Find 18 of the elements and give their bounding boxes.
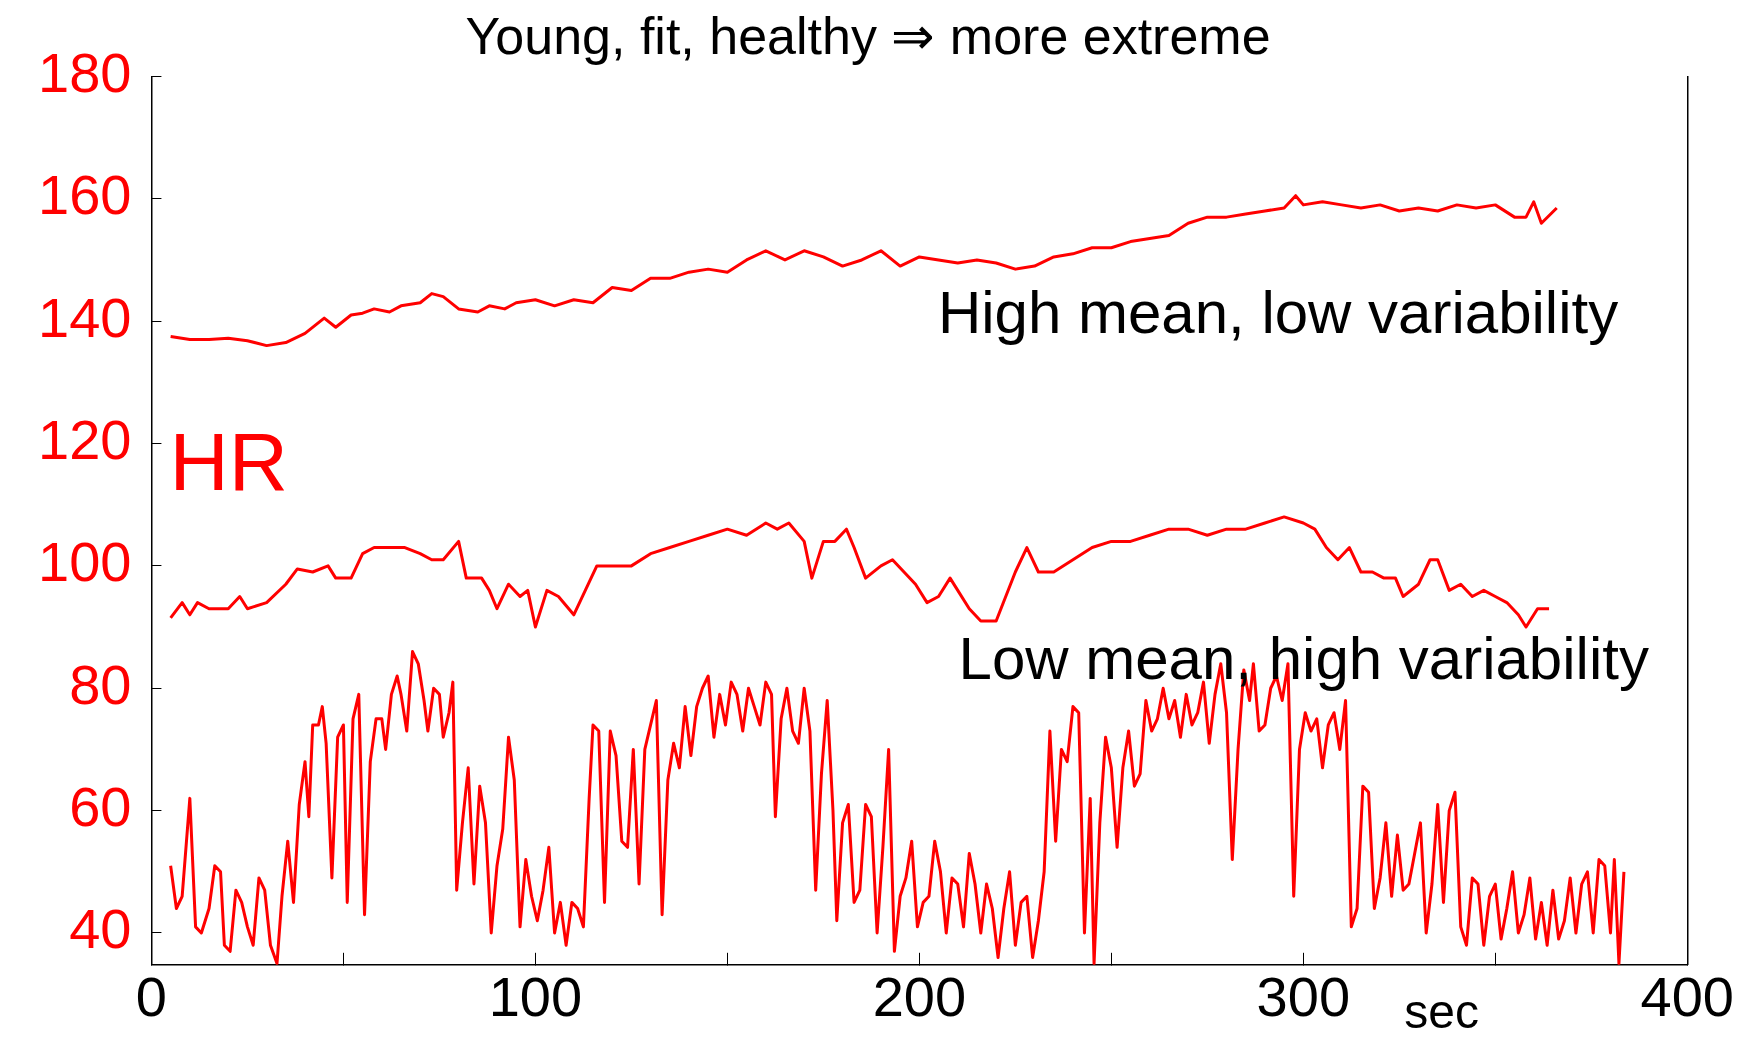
- y-tick-label: 100: [38, 530, 132, 594]
- x-tick-label: 300: [1256, 964, 1351, 1028]
- y-tick-label: 80: [69, 652, 132, 716]
- y-axis-title: HR: [169, 415, 288, 507]
- x-tick-label: 0: [135, 964, 168, 1028]
- x-tick-label: 200: [872, 964, 967, 1028]
- annotation: Low mean, high variability: [958, 625, 1649, 693]
- y-tick-label: 120: [38, 407, 132, 471]
- y-tick-label: 140: [38, 285, 132, 349]
- y-tick-label: 60: [69, 775, 132, 839]
- y-tick-label: 180: [38, 40, 132, 104]
- chart-title: Young, fit, healthy ⇒ more extreme: [465, 6, 1271, 65]
- x-axis-title: sec: [1404, 985, 1479, 1039]
- annotation: High mean, low variability: [937, 278, 1619, 346]
- x-tick-label: 100: [488, 964, 583, 1028]
- x-tick-label: 400: [1640, 964, 1734, 1028]
- y-tick-label: 40: [69, 897, 132, 961]
- y-tick-label: 160: [38, 163, 132, 227]
